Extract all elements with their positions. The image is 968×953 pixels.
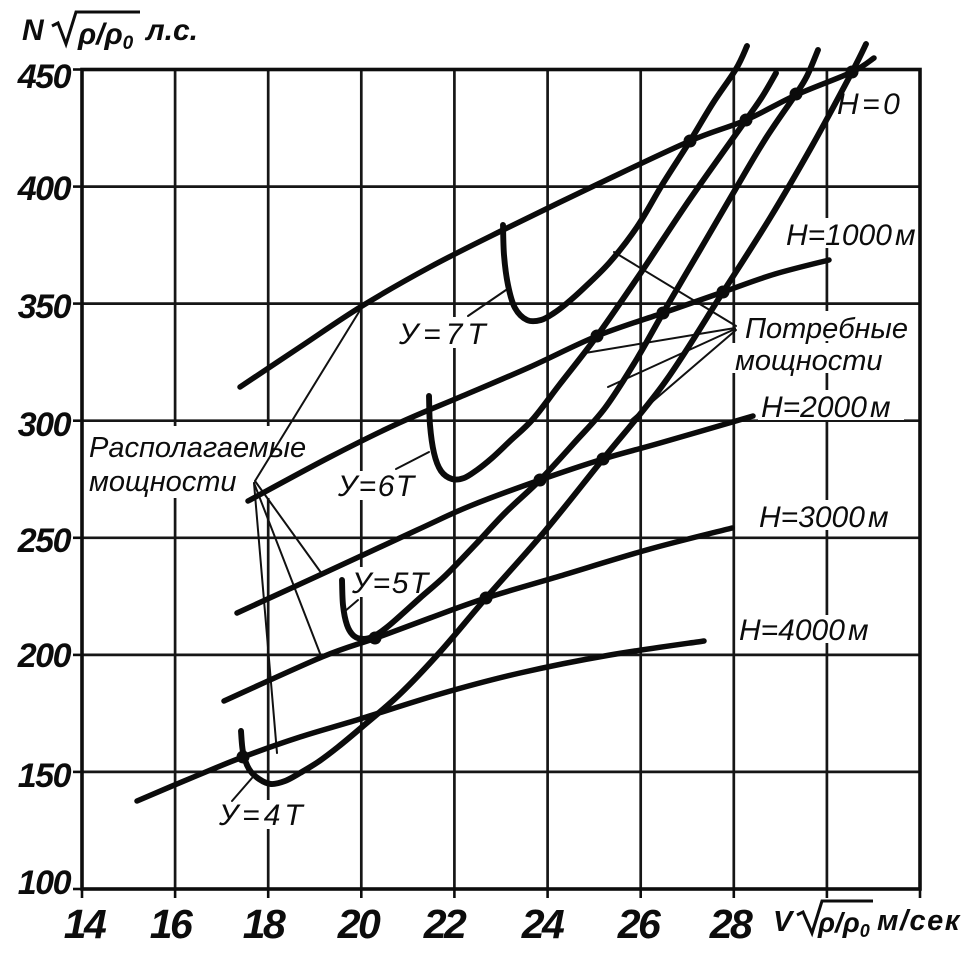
svg-text:У=7Т: У=7Т xyxy=(398,318,491,351)
svg-text:150: 150 xyxy=(18,757,72,795)
svg-text:18: 18 xyxy=(243,901,286,947)
svg-text:250: 250 xyxy=(17,522,72,560)
svg-text:300: 300 xyxy=(18,406,72,444)
svg-text:26: 26 xyxy=(617,901,662,947)
svg-text:N: N xyxy=(22,14,45,47)
svg-text:450: 450 xyxy=(17,58,72,96)
svg-text:20: 20 xyxy=(337,901,381,947)
svg-text:У=5Т: У=5Т xyxy=(351,567,431,600)
svg-text:H=0: H=0 xyxy=(837,88,903,121)
svg-text:24: 24 xyxy=(521,901,565,947)
svg-text:м/сек: м/сек xyxy=(877,905,961,937)
svg-text:Располагаемые: Располагаемые xyxy=(89,432,306,464)
svg-text:400: 400 xyxy=(17,170,72,208)
svg-text:мощности: мощности xyxy=(735,345,883,377)
svg-text:200: 200 xyxy=(17,637,72,675)
svg-text:V: V xyxy=(773,906,795,938)
svg-text:14: 14 xyxy=(64,901,107,947)
svg-text:350: 350 xyxy=(18,288,72,326)
svg-text:мощности: мощности xyxy=(89,466,237,498)
svg-text:У=4Т: У=4Т xyxy=(218,799,307,832)
svg-text:100: 100 xyxy=(18,864,72,902)
svg-text:16: 16 xyxy=(150,901,194,947)
svg-text:У=6Т: У=6Т xyxy=(337,470,417,503)
svg-text:л.с.: л.с. xyxy=(144,14,198,47)
svg-text:28: 28 xyxy=(709,901,753,947)
svg-text:22: 22 xyxy=(423,901,467,947)
svg-text:Потребные: Потребные xyxy=(745,313,908,345)
